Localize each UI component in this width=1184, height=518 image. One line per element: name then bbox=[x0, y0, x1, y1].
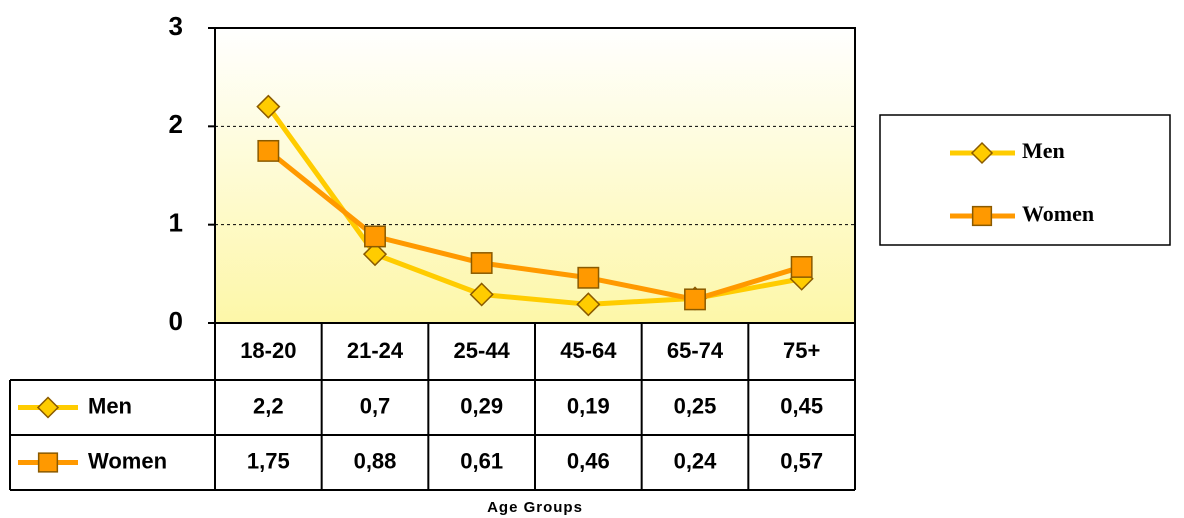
table-cell: 0,88 bbox=[354, 448, 397, 473]
table-cell: 0,7 bbox=[360, 393, 391, 418]
marker bbox=[256, 94, 281, 119]
table-cell: 0,24 bbox=[674, 448, 718, 473]
legend-marker bbox=[971, 205, 993, 227]
table-cell: 0,61 bbox=[460, 448, 503, 473]
legend-box bbox=[879, 114, 1171, 246]
table-cell: 0,25 bbox=[674, 393, 717, 418]
series-line bbox=[266, 148, 803, 302]
table-legend-marker bbox=[37, 452, 59, 473]
x-tick-label: 18-20 bbox=[240, 338, 296, 363]
legend-label: Men bbox=[1022, 138, 1065, 163]
table-cell: 2,2 bbox=[253, 393, 284, 418]
y-tick-label: 1 bbox=[169, 208, 183, 238]
legend-marker bbox=[970, 141, 994, 165]
marker bbox=[576, 292, 601, 317]
row-header: Women bbox=[88, 448, 167, 473]
marker bbox=[470, 252, 493, 274]
x-tick-label: 21-24 bbox=[347, 338, 404, 363]
table-cell: 0,29 bbox=[460, 393, 503, 418]
y-tick-label: 2 bbox=[169, 109, 183, 139]
y-tick-label: 0 bbox=[169, 306, 183, 336]
marker bbox=[684, 288, 706, 311]
table-cell: 0,45 bbox=[780, 393, 823, 418]
marker bbox=[362, 242, 388, 267]
marker bbox=[577, 266, 600, 289]
table-cell: 1,75 bbox=[247, 448, 290, 473]
legend-label: Women bbox=[1022, 201, 1094, 226]
x-tick-label: 75+ bbox=[783, 338, 820, 363]
x-tick-label: 65-74 bbox=[667, 338, 724, 363]
table-cell: 0,19 bbox=[567, 393, 610, 418]
marker bbox=[364, 225, 386, 248]
row-header: Men bbox=[88, 393, 132, 418]
marker bbox=[790, 256, 813, 278]
x-axis-title: Age Groups bbox=[487, 499, 583, 516]
y-tick-label: 3 bbox=[169, 11, 183, 41]
table-cell: 0,46 bbox=[567, 448, 610, 473]
marker bbox=[469, 282, 494, 307]
marker bbox=[257, 139, 280, 162]
table-legend-marker bbox=[36, 396, 60, 419]
plot-area bbox=[214, 27, 856, 324]
table-cell: 0,57 bbox=[780, 448, 823, 473]
x-tick-label: 45-64 bbox=[560, 338, 617, 363]
x-tick-label: 25-44 bbox=[454, 338, 511, 363]
